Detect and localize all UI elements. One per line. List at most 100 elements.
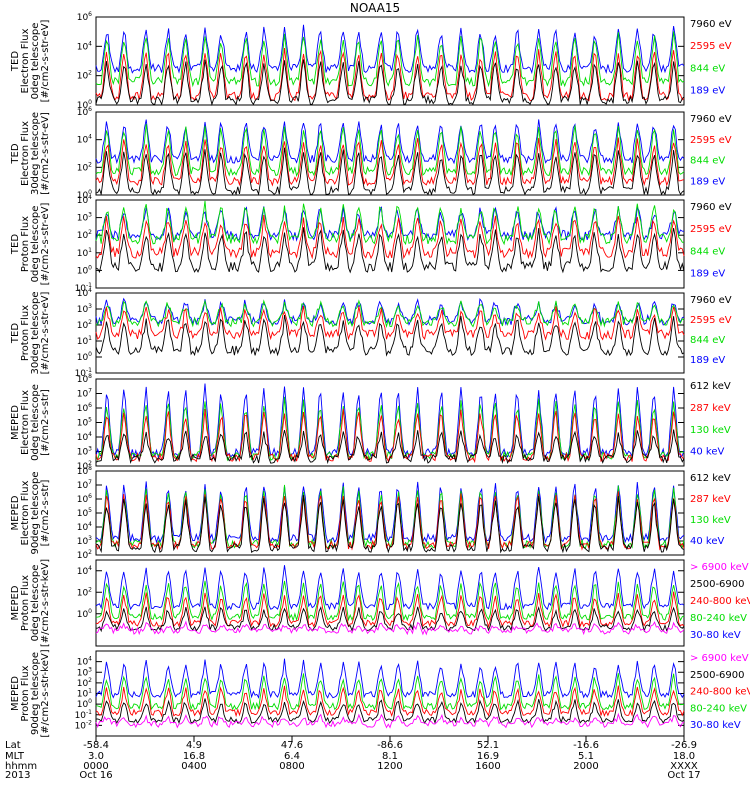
series-black [95,698,685,725]
y-tick-label: 100 [77,351,92,363]
legend-entry: 130 keV [690,425,731,436]
series-black [95,495,685,554]
series-green [95,484,685,550]
footer-row-label: MLT [5,751,25,762]
legend-entry: 2595 eV [690,135,732,146]
footer-value: -16.6 [573,740,599,751]
y-tick-label: 104 [77,194,92,206]
y-tick-label: 102 [77,70,92,82]
y-axis-label: TEDElectron Flux0deg telescope[#/cm2-s-s… [10,20,51,103]
legend-entry: 189 eV [690,268,725,279]
y-tick-label: 104 [77,40,92,52]
y-tick-label: 102 [77,549,92,561]
y-tick-label: 101 [77,247,92,259]
y-tick-label: 106 [77,493,92,505]
y-axis-label: MEPEDProton Flux90deg telescope[#/cm2-s-… [10,649,51,737]
y-tick-label: 104 [77,134,92,146]
legend-entry: 2500-6900 [690,670,745,681]
footer-value: 2000 [573,761,598,772]
footer-value: 3.0 [88,751,104,762]
series-black [95,59,685,106]
series-red [95,137,685,187]
series-black [95,606,685,633]
series-green [95,673,685,711]
legend-entry: 844 eV [690,156,725,167]
legend-entry: 80-240 keV [690,613,747,624]
series-blue [95,481,685,544]
panel-frame [95,199,685,289]
legend-entry: 287 keV [690,403,731,414]
legend-entry: > 6900 keV [690,653,749,664]
y-tick-label: 105 [77,417,92,429]
y-tick-label: 104 [77,521,92,533]
y-axis-label: MEPEDElectron Flux90deg telescope[#/cm2-… [10,471,51,554]
y-tick-label: 103 [77,212,92,224]
legend-entry: 189 eV [690,355,725,366]
series-black [95,227,685,274]
footer-value: 16.9 [477,751,499,762]
series-green [95,580,685,622]
panel-group: 100 102 104 106 TEDElectron Flux0deg telesco… [10,11,750,738]
footer-value: 1200 [377,761,402,772]
series-magenta [95,712,685,729]
footer-row-label: 2013 [5,770,30,781]
y-tick-label: 106 [77,11,92,23]
legend-entry: 130 keV [690,515,731,526]
footer-value: 0000 [83,761,108,772]
panel-frame [95,111,685,196]
legend-entry: 7960 eV [690,202,732,213]
legend-entry: 189 eV [690,176,725,187]
series-green [95,200,685,246]
legend-entry: 7960 eV [690,295,732,306]
footer-value: Oct 16 [79,770,112,781]
series-red [95,591,685,629]
y-tick-label: 103 [77,303,92,315]
series-blue [95,119,685,165]
series-black [95,315,685,357]
legend-entry: 2595 eV [690,315,732,326]
y-tick-label: 105 [77,507,92,519]
y-tick-label: 102 [77,161,92,173]
y-tick-label: 104 [77,431,92,443]
y-axis-label: MEPEDElectron Flux0deg telescope[#/cm2-s… [10,384,51,461]
y-axis-label: MEPEDProton Flux0deg telescope[#/cm2-s-s… [10,559,51,647]
footer-value: 0800 [279,761,304,772]
legend-entry: 30-80 keV [690,720,741,731]
y-axis-label: TEDProton Flux30deg telescope[#/cm2-s-st… [10,291,51,374]
series-green [95,299,685,328]
chart-title: NOAA15 [350,1,400,15]
legend-entry: 80-240 keV [690,703,747,714]
legend-entry: 40 keV [690,447,724,458]
panel-frame [95,16,685,106]
y-tick-label: 103 [77,535,92,547]
legend-entry: 2595 eV [690,41,732,52]
legend-entry: 612 keV [690,473,731,484]
y-tick-label: 100 [77,608,92,620]
series-blue [95,565,685,611]
y-tick-label: 107 [77,479,92,491]
legend-entry: > 6900 keV [690,562,749,573]
legend-entry: 612 keV [690,381,731,392]
footer-value: -86.6 [377,740,403,751]
footer-value: 4.9 [186,740,202,751]
y-axis-label: TEDElectron Flux30deg telescope[#/cm2-s-… [10,112,51,195]
y-tick-label: 104 [77,287,92,299]
y-tick-label: 101 [77,335,92,347]
footer-value: -26.9 [671,740,697,751]
footer-value: 52.1 [477,740,499,751]
footer-row-label: hhmm [5,761,37,772]
series-black [95,147,685,196]
footer-value: 8.1 [382,751,398,762]
legend-entry: 7960 eV [690,19,732,30]
series-green [95,31,685,88]
footer-value: 16.8 [183,751,205,762]
y-tick-label: 108 [77,373,92,385]
footer-value: 1600 [475,761,500,772]
y-tick-label: 102 [77,586,92,598]
y-tick-label: 10-2 [75,719,93,731]
footer-value: Oct 17 [667,770,700,781]
